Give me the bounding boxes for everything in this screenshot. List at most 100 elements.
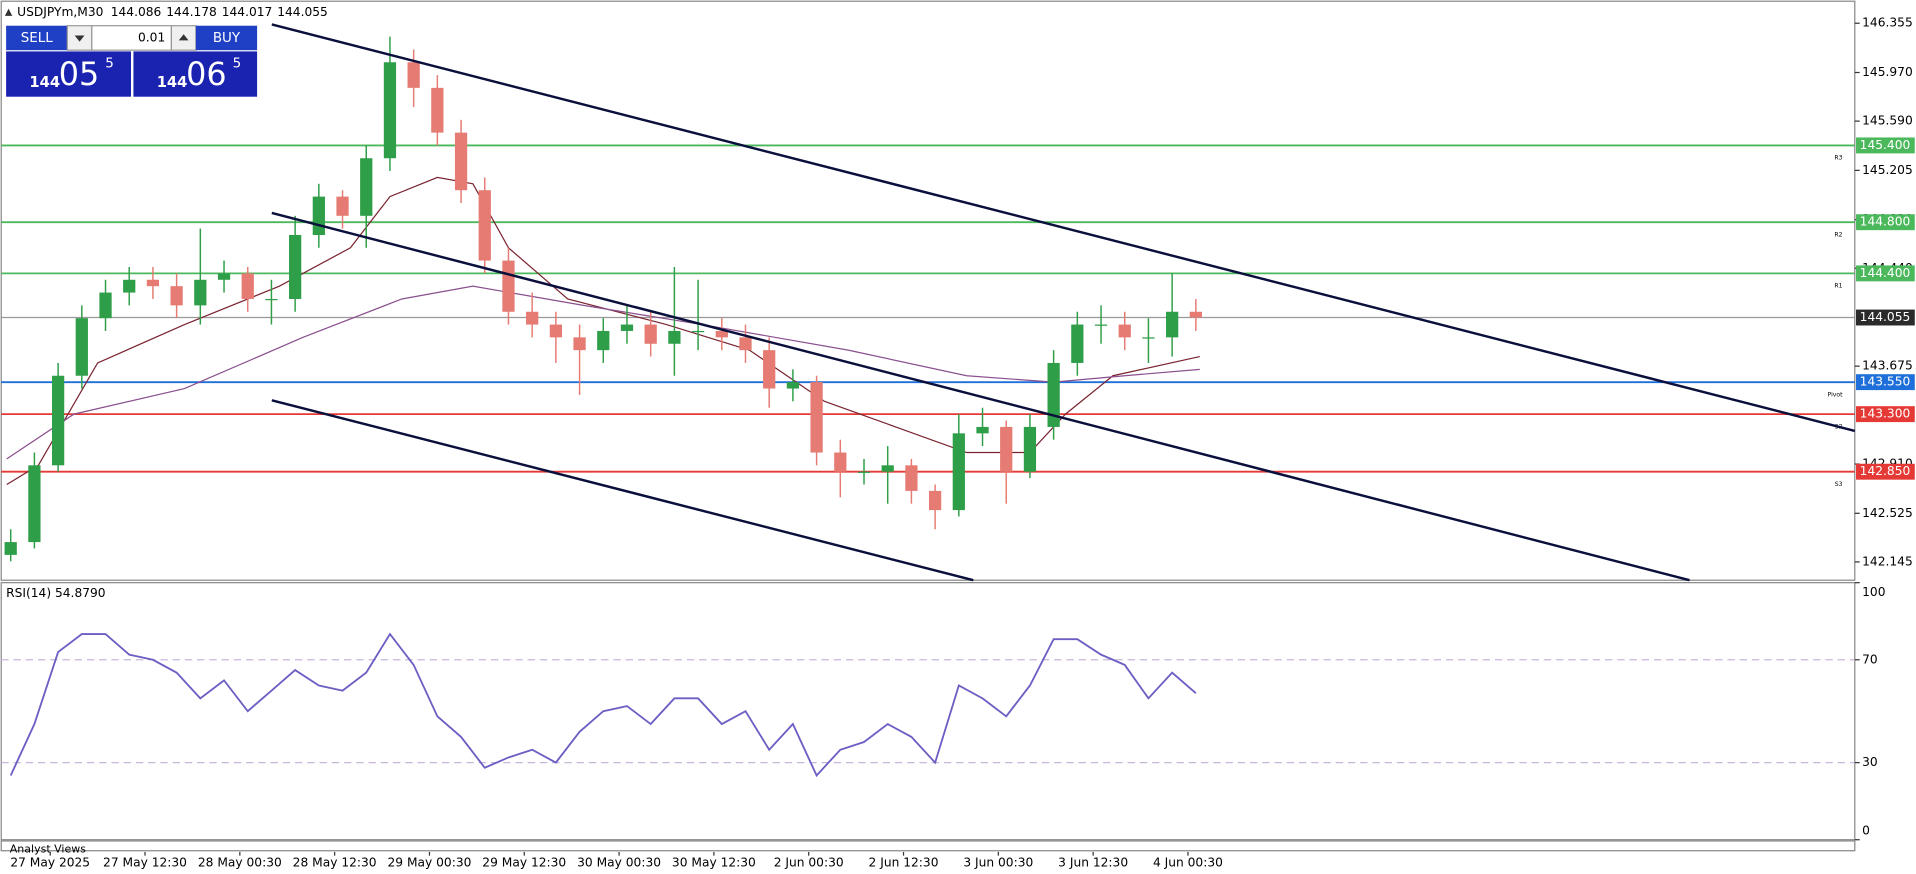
x-tick-label: 28 May 00:30 bbox=[198, 855, 282, 869]
symbol: USDJPYm,M30 bbox=[17, 5, 103, 19]
y-tick-label: 145.970 bbox=[1862, 65, 1913, 79]
candle-body bbox=[289, 234, 302, 299]
candle-body bbox=[478, 190, 491, 261]
candle-body bbox=[170, 286, 183, 306]
candle-body bbox=[526, 311, 539, 325]
candle-body bbox=[1000, 426, 1013, 472]
candle-body bbox=[644, 324, 657, 344]
lot-value: 0.01 bbox=[138, 30, 165, 44]
y-tick-label: 143.675 bbox=[1862, 359, 1913, 373]
sell-button[interactable] bbox=[6, 25, 68, 51]
x-tick-label: 3 Jun 00:30 bbox=[963, 855, 1033, 869]
candle-body bbox=[620, 324, 634, 331]
level-price: 142.850 bbox=[1860, 464, 1911, 478]
x-tick-label: 30 May 12:30 bbox=[672, 855, 756, 869]
candle-body bbox=[834, 452, 847, 472]
level-price: 144.800 bbox=[1860, 215, 1911, 229]
candle-body bbox=[51, 375, 65, 466]
trend-line bbox=[271, 399, 974, 582]
candle-body bbox=[336, 196, 349, 216]
symbol-header: USDJPYm,M30 144.086 144.178 144.017 144.055 bbox=[17, 5, 328, 19]
candle-body bbox=[99, 292, 112, 319]
one-click-panel: SELL 0.01 BUY 144 05 5 144 06 5 bbox=[6, 25, 258, 97]
price-panel bbox=[0, 0, 1856, 581]
quote: 144.086 bbox=[111, 5, 162, 19]
x-tick-label: 30 May 00:30 bbox=[577, 855, 661, 869]
candle-body bbox=[502, 260, 515, 312]
candle-body bbox=[715, 330, 728, 338]
y-tick-label: 0 bbox=[1862, 824, 1870, 838]
y-tick-label: 145.590 bbox=[1862, 114, 1913, 128]
candle-body bbox=[1189, 311, 1202, 318]
lot-input[interactable] bbox=[91, 25, 173, 51]
candle-body bbox=[28, 465, 41, 543]
candle-body bbox=[928, 490, 942, 511]
arrow-up bbox=[178, 34, 189, 41]
x-tick-label: 29 May 00:30 bbox=[387, 855, 471, 869]
current-price: 144.055 bbox=[1860, 310, 1911, 324]
candle-body bbox=[786, 382, 800, 389]
trend-line bbox=[271, 211, 1690, 582]
candle-body bbox=[265, 298, 278, 301]
candle-body bbox=[668, 330, 681, 344]
level-price: 143.550 bbox=[1860, 375, 1911, 389]
ask-box[interactable] bbox=[133, 51, 258, 97]
candle-body bbox=[454, 132, 468, 191]
candle-body bbox=[146, 279, 160, 287]
bid-box[interactable] bbox=[6, 51, 131, 97]
y-tick-label: 70 bbox=[1862, 652, 1878, 666]
candle-body bbox=[691, 330, 705, 333]
collapse-icon[interactable] bbox=[4, 8, 13, 16]
candle-body bbox=[383, 62, 397, 159]
candle-body bbox=[976, 426, 989, 434]
y-tick-label: 142.145 bbox=[1862, 554, 1913, 568]
x-tick-label: 27 May 2025 bbox=[10, 855, 90, 869]
candle-body bbox=[763, 350, 776, 389]
level-name: Pivot bbox=[1828, 391, 1844, 398]
candle-body bbox=[4, 542, 17, 555]
current-price-box bbox=[1856, 309, 1915, 326]
candle-body bbox=[123, 279, 136, 293]
candle-body bbox=[1047, 362, 1060, 427]
bid-sup: 5 bbox=[105, 57, 114, 72]
bid-small: 144 bbox=[29, 74, 60, 91]
candle-body bbox=[1071, 324, 1084, 363]
level-price-box bbox=[1856, 463, 1915, 480]
rsi-line bbox=[9, 632, 1197, 778]
rsi-panel bbox=[0, 582, 1856, 841]
candle-body bbox=[407, 62, 420, 88]
rsi-title: RSI(14) 54.8790 bbox=[6, 586, 105, 600]
x-tick-label: 27 May 12:30 bbox=[103, 855, 187, 869]
quote: 144.178 bbox=[166, 5, 217, 19]
candle-body bbox=[312, 196, 325, 235]
level-price-box bbox=[1856, 214, 1915, 231]
arrow-down bbox=[74, 35, 85, 42]
level-price-box bbox=[1856, 406, 1915, 423]
level-price: 145.400 bbox=[1860, 138, 1911, 152]
candle-body bbox=[597, 330, 610, 351]
candle-body bbox=[881, 465, 894, 472]
buy-button[interactable] bbox=[195, 25, 258, 51]
x-tick-label: 3 Jun 12:30 bbox=[1058, 855, 1128, 869]
y-tick-label: 30 bbox=[1862, 755, 1878, 769]
candle-body bbox=[857, 471, 871, 473]
candle-body bbox=[810, 382, 823, 453]
y-tick-label: 145.205 bbox=[1862, 163, 1913, 177]
level-name: R2 bbox=[1834, 231, 1842, 238]
quote: 144.017 bbox=[222, 5, 273, 19]
y-tick-label: 146.355 bbox=[1862, 16, 1913, 30]
level-price-box bbox=[1856, 374, 1915, 391]
candle-body bbox=[952, 433, 965, 511]
candle-body bbox=[1166, 311, 1179, 338]
tab-bar bbox=[0, 840, 1856, 852]
x-tick-label: 2 Jun 00:30 bbox=[774, 855, 844, 869]
level-name: R3 bbox=[1834, 155, 1842, 162]
candle-body bbox=[241, 273, 254, 299]
analyst-views[interactable]: Analyst Views bbox=[10, 843, 86, 856]
candle-body bbox=[431, 87, 444, 133]
candle-body bbox=[739, 337, 752, 351]
level-name: R1 bbox=[1834, 283, 1842, 290]
candle-body bbox=[573, 337, 586, 351]
axis: 146.355145.970145.590145.205144.820144.4… bbox=[10, 16, 1915, 869]
